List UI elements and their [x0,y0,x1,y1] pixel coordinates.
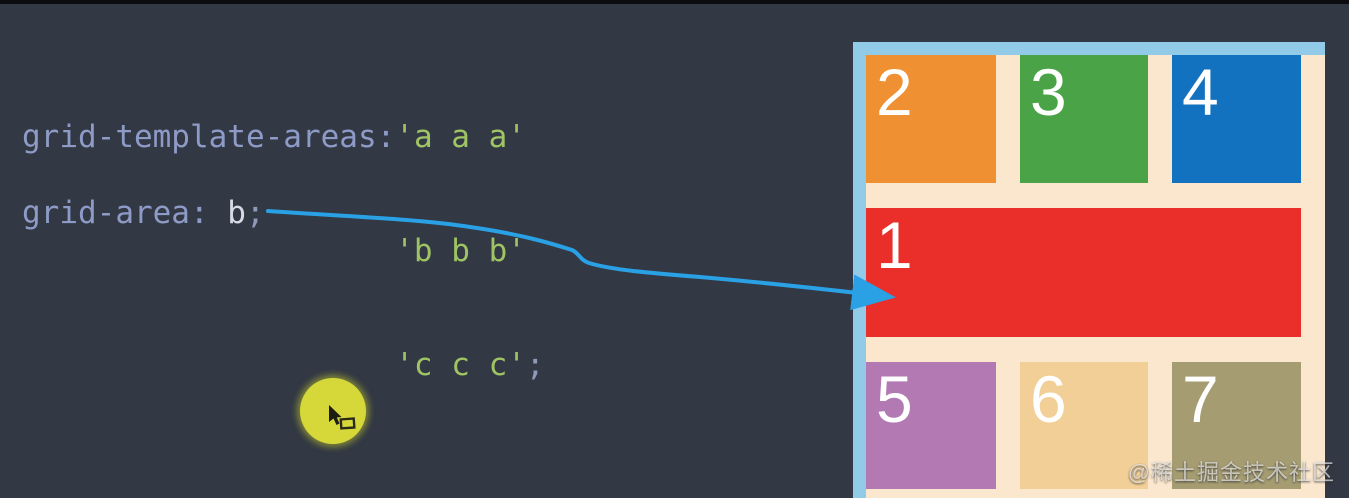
code-line-1: grid-template-areas:'a a a' [22,118,545,156]
css-string-row-b: 'b b b' [395,233,526,269]
code-line-2: 'b b b' [22,232,545,270]
grid-demo-container: 2 3 4 1 5 6 7 [853,42,1325,498]
grid-item-4: 4 [1172,55,1301,183]
semicolon: ; [245,195,265,231]
css-value-b: b [227,195,246,231]
mouse-cursor-icon [329,405,356,430]
grid-item-3: 3 [1020,55,1148,183]
grid-demo-inner: 2 3 4 1 5 6 7 [866,55,1325,489]
semicolon: ; [525,347,545,383]
grid-item-2: 2 [866,55,996,183]
css-string-row-a: 'a a a' [395,119,526,155]
css-property-grid-area: grid-area: [22,195,209,231]
css-property-grid-template-areas: grid-template-areas: [22,119,396,155]
grid-item-6: 6 [1020,362,1148,489]
mouse-highlight-circle [300,378,366,444]
grid-item-1-area-b: 1 [866,208,1301,337]
css-string-row-c: 'c c c' [395,347,526,383]
code-snippet-grid-template-areas: grid-template-areas:'a a a' 'b b b' 'c c… [22,42,545,460]
code-line-3: 'c c c'; [22,346,545,384]
frame-top-edge [0,0,1349,4]
grid-item-7: 7 [1172,362,1301,489]
grid-item-5: 5 [866,362,996,489]
watermark-text: @稀土掘金技术社区 [1127,460,1335,485]
code-snippet-grid-area: grid-area: b; [22,194,265,232]
